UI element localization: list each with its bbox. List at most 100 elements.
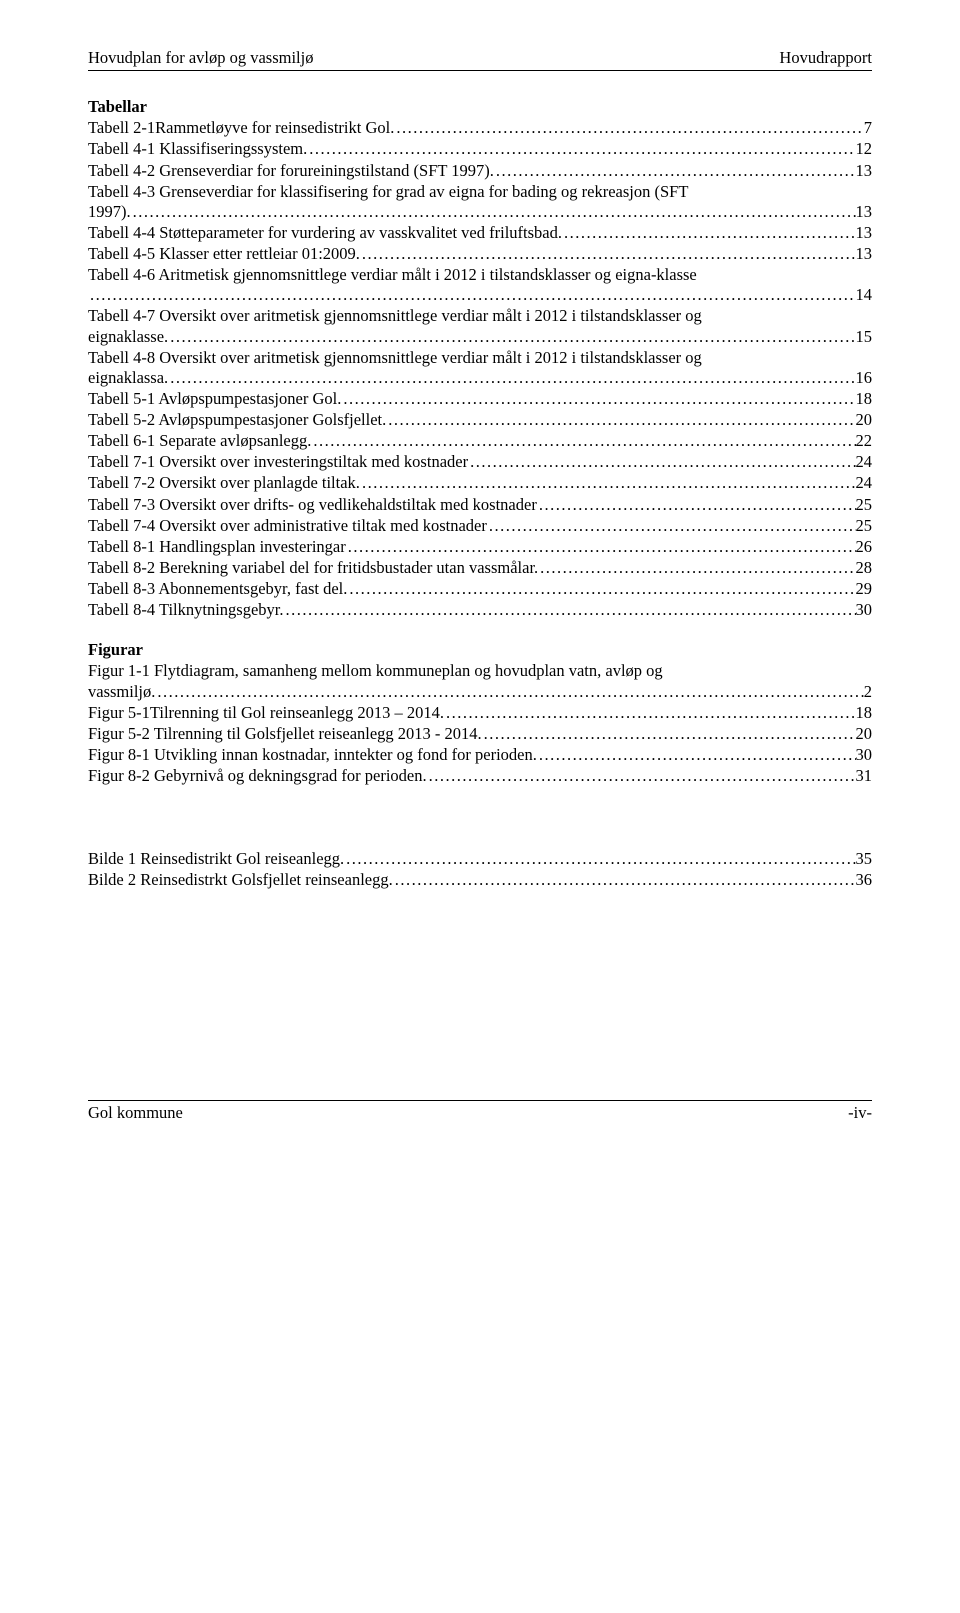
toc-entry: Tabell 7-4 Oversikt over administrative … — [88, 516, 872, 536]
toc-page: 29 — [856, 579, 873, 599]
toc-leader: ........................................… — [155, 682, 863, 702]
toc-line: Tabell 8-1 Handlingsplan investeringar..… — [88, 537, 872, 557]
toc-leader: ........................................… — [360, 244, 856, 264]
toc-entry: Tabell 8-2 Berekning variabel del for fr… — [88, 558, 872, 578]
footer-right: -iv- — [848, 1103, 872, 1123]
toc-leader: ........................................… — [168, 327, 855, 347]
toc-line: Tabell 7-3 Oversikt over drifts- og vedl… — [88, 495, 872, 515]
toc-leader: ........................................… — [347, 579, 855, 599]
toc-label: Tabell 4-3 Grenseverdiar for klassifiser… — [88, 182, 872, 202]
toc-cont-line: 1997)...................................… — [88, 202, 872, 222]
toc-label: Bilde 2 Reinsedistrkt Golsfjellet reinse… — [88, 870, 393, 890]
toc-entry: Figur 5-2 Tilrenning til Golsfjellet rei… — [88, 724, 872, 744]
toc-label: Figur 1-1 Flytdiagram, samanheng mellom … — [88, 661, 872, 681]
toc-page: 2 — [864, 682, 872, 702]
toc-label: Tabell 7-4 Oversikt over administrative … — [88, 516, 487, 536]
toc-label: Tabell 4-2 Grenseverdiar for forureining… — [88, 161, 494, 181]
toc-entry: Tabell 7-3 Oversikt over drifts- og vedl… — [88, 495, 872, 515]
toc-cont-line: ........................................… — [88, 285, 872, 305]
page-header: Hovudplan for avløp og vassmiljø Hovudra… — [88, 48, 872, 71]
footer-left: Gol kommune — [88, 1103, 183, 1123]
toc-label: Tabell 4-8 Oversikt over aritmetisk gjen… — [88, 348, 872, 368]
toc-line: Figur 5-1Tilrenning til Gol reinseanlegg… — [88, 703, 872, 723]
header-left: Hovudplan for avløp og vassmiljø — [88, 48, 313, 68]
toc-entry: Tabell 4-6 Aritmetisk gjennomsnittlege v… — [88, 265, 872, 305]
toc-cont-line: vassmiljø...............................… — [88, 682, 872, 702]
toc-entry: Bilde 2 Reinsedistrkt Golsfjellet reinse… — [88, 870, 872, 890]
toc-entry: Tabell 7-1 Oversikt over investeringstil… — [88, 452, 872, 472]
toc-entry: Tabell 5-2 Avløpspumpestasjoner Golsfjel… — [88, 410, 872, 430]
toc-entry: Tabell 7-2 Oversikt over planlagde tilta… — [88, 473, 872, 493]
toc-line: Tabell 6-1 Separate avløpsanlegg........… — [88, 431, 872, 451]
toc-page: 15 — [856, 327, 873, 347]
toc-entry: Tabell 8-4 Tilknytningsgebyr............… — [88, 600, 872, 620]
toc-page: 13 — [856, 202, 873, 222]
toc-page: 25 — [856, 516, 873, 536]
toc-leader: ........................................… — [346, 537, 856, 557]
toc-page: 26 — [856, 537, 873, 557]
toc-leader: ........................................… — [537, 745, 856, 765]
toc-line: Bilde 2 Reinsedistrkt Golsfjellet reinse… — [88, 870, 872, 890]
toc-leader: ........................................… — [538, 558, 855, 578]
toc-page: 25 — [856, 495, 873, 515]
toc-entry: Figur 5-1Tilrenning til Gol reinseanlegg… — [88, 703, 872, 723]
toc-leader: ........................................… — [494, 161, 856, 181]
toc-label: Tabell 5-1 Avløpspumpestasjoner Gol. — [88, 389, 341, 409]
section-heading: Tabellar — [88, 97, 872, 117]
section-spacer — [88, 786, 872, 848]
toc-page: 18 — [856, 389, 873, 409]
toc-cont-label: eignaklassa. — [88, 368, 168, 388]
toc-page: 36 — [856, 870, 873, 890]
toc-leader: ........................................… — [341, 389, 855, 409]
toc-line: Tabell 5-2 Avløpspumpestasjoner Golsfjel… — [88, 410, 872, 430]
toc-line: Tabell 5-1 Avløpspumpestasjoner Gol.....… — [88, 389, 872, 409]
toc-label: Tabell 8-3 Abonnementsgebyr, fast del. — [88, 579, 347, 599]
toc-line: Tabell 7-4 Oversikt over administrative … — [88, 516, 872, 536]
toc-label: Tabell 4-4 Støtteparameter for vurdering… — [88, 223, 562, 243]
toc-entry: Tabell 2-1Rammetløyve for reinsedistrikt… — [88, 118, 872, 138]
toc-label: Tabell 6-1 Separate avløpsanlegg. — [88, 431, 311, 451]
toc-label: Tabell 7-1 Oversikt over investeringstil… — [88, 452, 468, 472]
toc-label: Figur 5-2 Tilrenning til Golsfjellet rei… — [88, 724, 482, 744]
toc-label: Tabell 2-1Rammetløyve for reinsedistrikt… — [88, 118, 394, 138]
toc-leader: ........................................… — [131, 202, 856, 222]
toc-label: Tabell 8-2 Berekning variabel del for fr… — [88, 558, 538, 578]
toc-page: 30 — [856, 745, 873, 765]
toc-line: Tabell 8-4 Tilknytningsgebyr............… — [88, 600, 872, 620]
toc-entry: Tabell 4-2 Grenseverdiar for forureining… — [88, 161, 872, 181]
toc-page: 18 — [856, 703, 873, 723]
toc-label: Tabell 4-7 Oversikt over aritmetisk gjen… — [88, 306, 872, 326]
toc-entry: Tabell 6-1 Separate avløpsanlegg........… — [88, 431, 872, 451]
toc-list: Figur 1-1 Flytdiagram, samanheng mellom … — [88, 661, 872, 786]
toc-leader: ........................................… — [168, 368, 855, 388]
toc-label: Tabell 4-5 Klasser etter rettleiar 01:20… — [88, 244, 360, 264]
toc-entry: Figur 8-1 Utvikling innan kostnadar, inn… — [88, 745, 872, 765]
toc-leader: ........................................… — [307, 139, 855, 159]
toc-line: Tabell 7-1 Oversikt over investeringstil… — [88, 452, 872, 472]
toc-entry: Tabell 8-3 Abonnementsgebyr, fast del...… — [88, 579, 872, 599]
toc-cont-label: eignaklasse. — [88, 327, 168, 347]
toc-leader: ........................................… — [283, 600, 855, 620]
toc-leader: ........................................… — [482, 724, 856, 744]
toc-label: Tabell 4-1 Klassifiseringssystem. — [88, 139, 307, 159]
toc-leader: ........................................… — [386, 410, 855, 430]
toc-cont-line: eignaklasse.............................… — [88, 327, 872, 347]
toc-leader: ........................................… — [394, 118, 863, 138]
toc-leader: ........................................… — [360, 473, 856, 493]
toc-leader: ........................................… — [311, 431, 855, 451]
toc-page: 12 — [856, 139, 873, 159]
toc-page: 13 — [856, 161, 873, 181]
toc-entry: Tabell 4-8 Oversikt over aritmetisk gjen… — [88, 348, 872, 388]
toc-entry: Tabell 4-7 Oversikt over aritmetisk gjen… — [88, 306, 872, 346]
toc-leader: ........................................… — [487, 516, 856, 536]
toc-page: 7 — [864, 118, 872, 138]
toc-entry: Figur 1-1 Flytdiagram, samanheng mellom … — [88, 661, 872, 701]
toc-leader: ........................................… — [427, 766, 856, 786]
toc-line: Tabell 7-2 Oversikt over planlagde tilta… — [88, 473, 872, 493]
toc-line: Tabell 8-3 Abonnementsgebyr, fast del...… — [88, 579, 872, 599]
toc-cont-line: eignaklassa.............................… — [88, 368, 872, 388]
toc-label: Tabell 7-2 Oversikt over planlagde tilta… — [88, 473, 360, 493]
page-footer: Gol kommune -iv- — [88, 1100, 872, 1123]
toc-line: Tabell 4-1 Klassifiseringssystem........… — [88, 139, 872, 159]
toc-page: 20 — [856, 724, 873, 744]
